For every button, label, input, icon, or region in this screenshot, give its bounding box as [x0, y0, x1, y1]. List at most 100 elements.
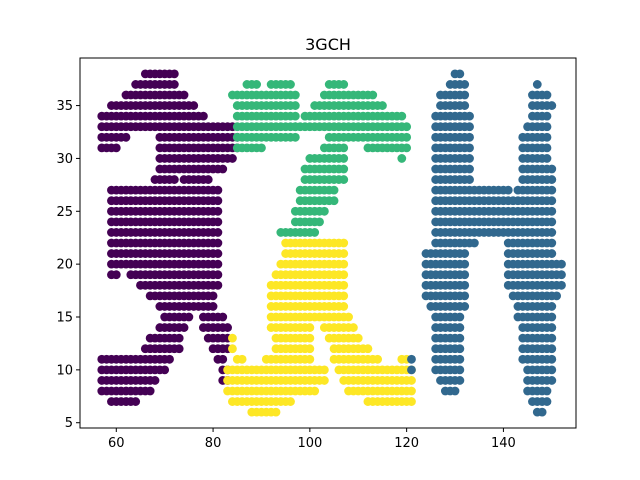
data-points: [97, 69, 566, 417]
data-point: [305, 344, 315, 354]
data-point: [407, 354, 416, 364]
data-point: [407, 376, 416, 385]
data-point: [465, 175, 474, 184]
data-point: [213, 238, 223, 248]
data-point: [131, 397, 141, 406]
data-point: [547, 376, 557, 385]
data-point: [547, 302, 557, 311]
data-point: [213, 206, 223, 216]
data-point: [397, 111, 407, 121]
data-point: [547, 175, 557, 184]
data-point: [111, 143, 121, 153]
data-point: [218, 312, 228, 322]
data-point: [455, 376, 465, 385]
data-point: [203, 175, 213, 184]
data-point: [402, 122, 412, 132]
data-point: [189, 101, 199, 110]
data-point: [542, 90, 552, 100]
data-point: [465, 132, 474, 142]
data-point: [305, 323, 315, 332]
data-point: [208, 302, 218, 311]
chart-title: 3GCH: [305, 35, 351, 54]
data-point: [165, 354, 174, 364]
data-point: [252, 80, 262, 89]
x-tick-label: 60: [108, 436, 125, 451]
data-point: [184, 312, 194, 322]
data-point: [547, 365, 557, 375]
data-point: [547, 228, 557, 237]
data-point: [547, 323, 557, 332]
data-point: [455, 312, 465, 322]
data-point: [339, 238, 349, 248]
data-point: [349, 323, 358, 332]
x-tick-label: 100: [297, 436, 322, 451]
data-point: [547, 344, 557, 354]
x-tick-label: 80: [205, 436, 222, 451]
data-point: [542, 397, 552, 406]
data-point: [339, 154, 349, 163]
y-tick-label: 25: [56, 205, 73, 220]
data-point: [547, 354, 557, 364]
data-point: [465, 164, 474, 174]
data-point: [460, 302, 470, 311]
data-point: [339, 270, 349, 280]
data-point: [460, 280, 470, 290]
data-point: [455, 333, 465, 343]
data-point: [121, 132, 131, 142]
data-point: [339, 302, 349, 311]
data-point: [460, 270, 470, 280]
data-point: [547, 206, 557, 216]
data-point: [339, 143, 349, 153]
data-point: [208, 291, 218, 301]
data-point: [557, 270, 566, 280]
data-point: [169, 80, 179, 89]
data-point: [305, 333, 315, 343]
data-point: [402, 143, 412, 153]
data-point: [547, 217, 557, 227]
y-tick-label: 20: [56, 258, 73, 273]
data-point: [290, 111, 300, 121]
data-point: [557, 259, 566, 269]
data-point: [455, 365, 465, 375]
data-point: [213, 249, 223, 258]
data-point: [339, 280, 349, 290]
data-point: [169, 69, 179, 79]
data-point: [213, 280, 223, 290]
data-point: [310, 228, 320, 237]
data-point: [179, 323, 189, 332]
data-point: [111, 270, 121, 280]
data-point: [213, 270, 223, 280]
data-point: [150, 376, 160, 385]
data-point: [315, 217, 324, 227]
data-point: [213, 259, 223, 269]
data-point: [257, 143, 266, 153]
data-point: [460, 291, 470, 301]
data-point: [547, 238, 557, 248]
data-point: [465, 154, 474, 163]
data-point: [542, 143, 552, 153]
data-point: [199, 111, 208, 121]
data-point: [407, 386, 416, 396]
data-point: [455, 344, 465, 354]
data-point: [339, 175, 349, 184]
data-point: [290, 101, 300, 110]
data-point: [465, 122, 474, 132]
data-point: [542, 386, 552, 396]
data-point: [407, 397, 416, 406]
y-tick-label: 35: [56, 99, 73, 114]
data-point: [310, 386, 320, 396]
data-point: [469, 238, 479, 248]
data-point: [339, 164, 349, 174]
data-point: [213, 217, 223, 227]
data-point: [460, 90, 470, 100]
data-point: [455, 69, 465, 79]
data-point: [542, 132, 552, 142]
data-point: [368, 90, 378, 100]
data-point: [547, 312, 557, 322]
data-point: [218, 164, 228, 174]
data-point: [552, 291, 562, 301]
data-point: [213, 196, 223, 206]
data-point: [547, 101, 557, 110]
data-point: [542, 154, 552, 163]
